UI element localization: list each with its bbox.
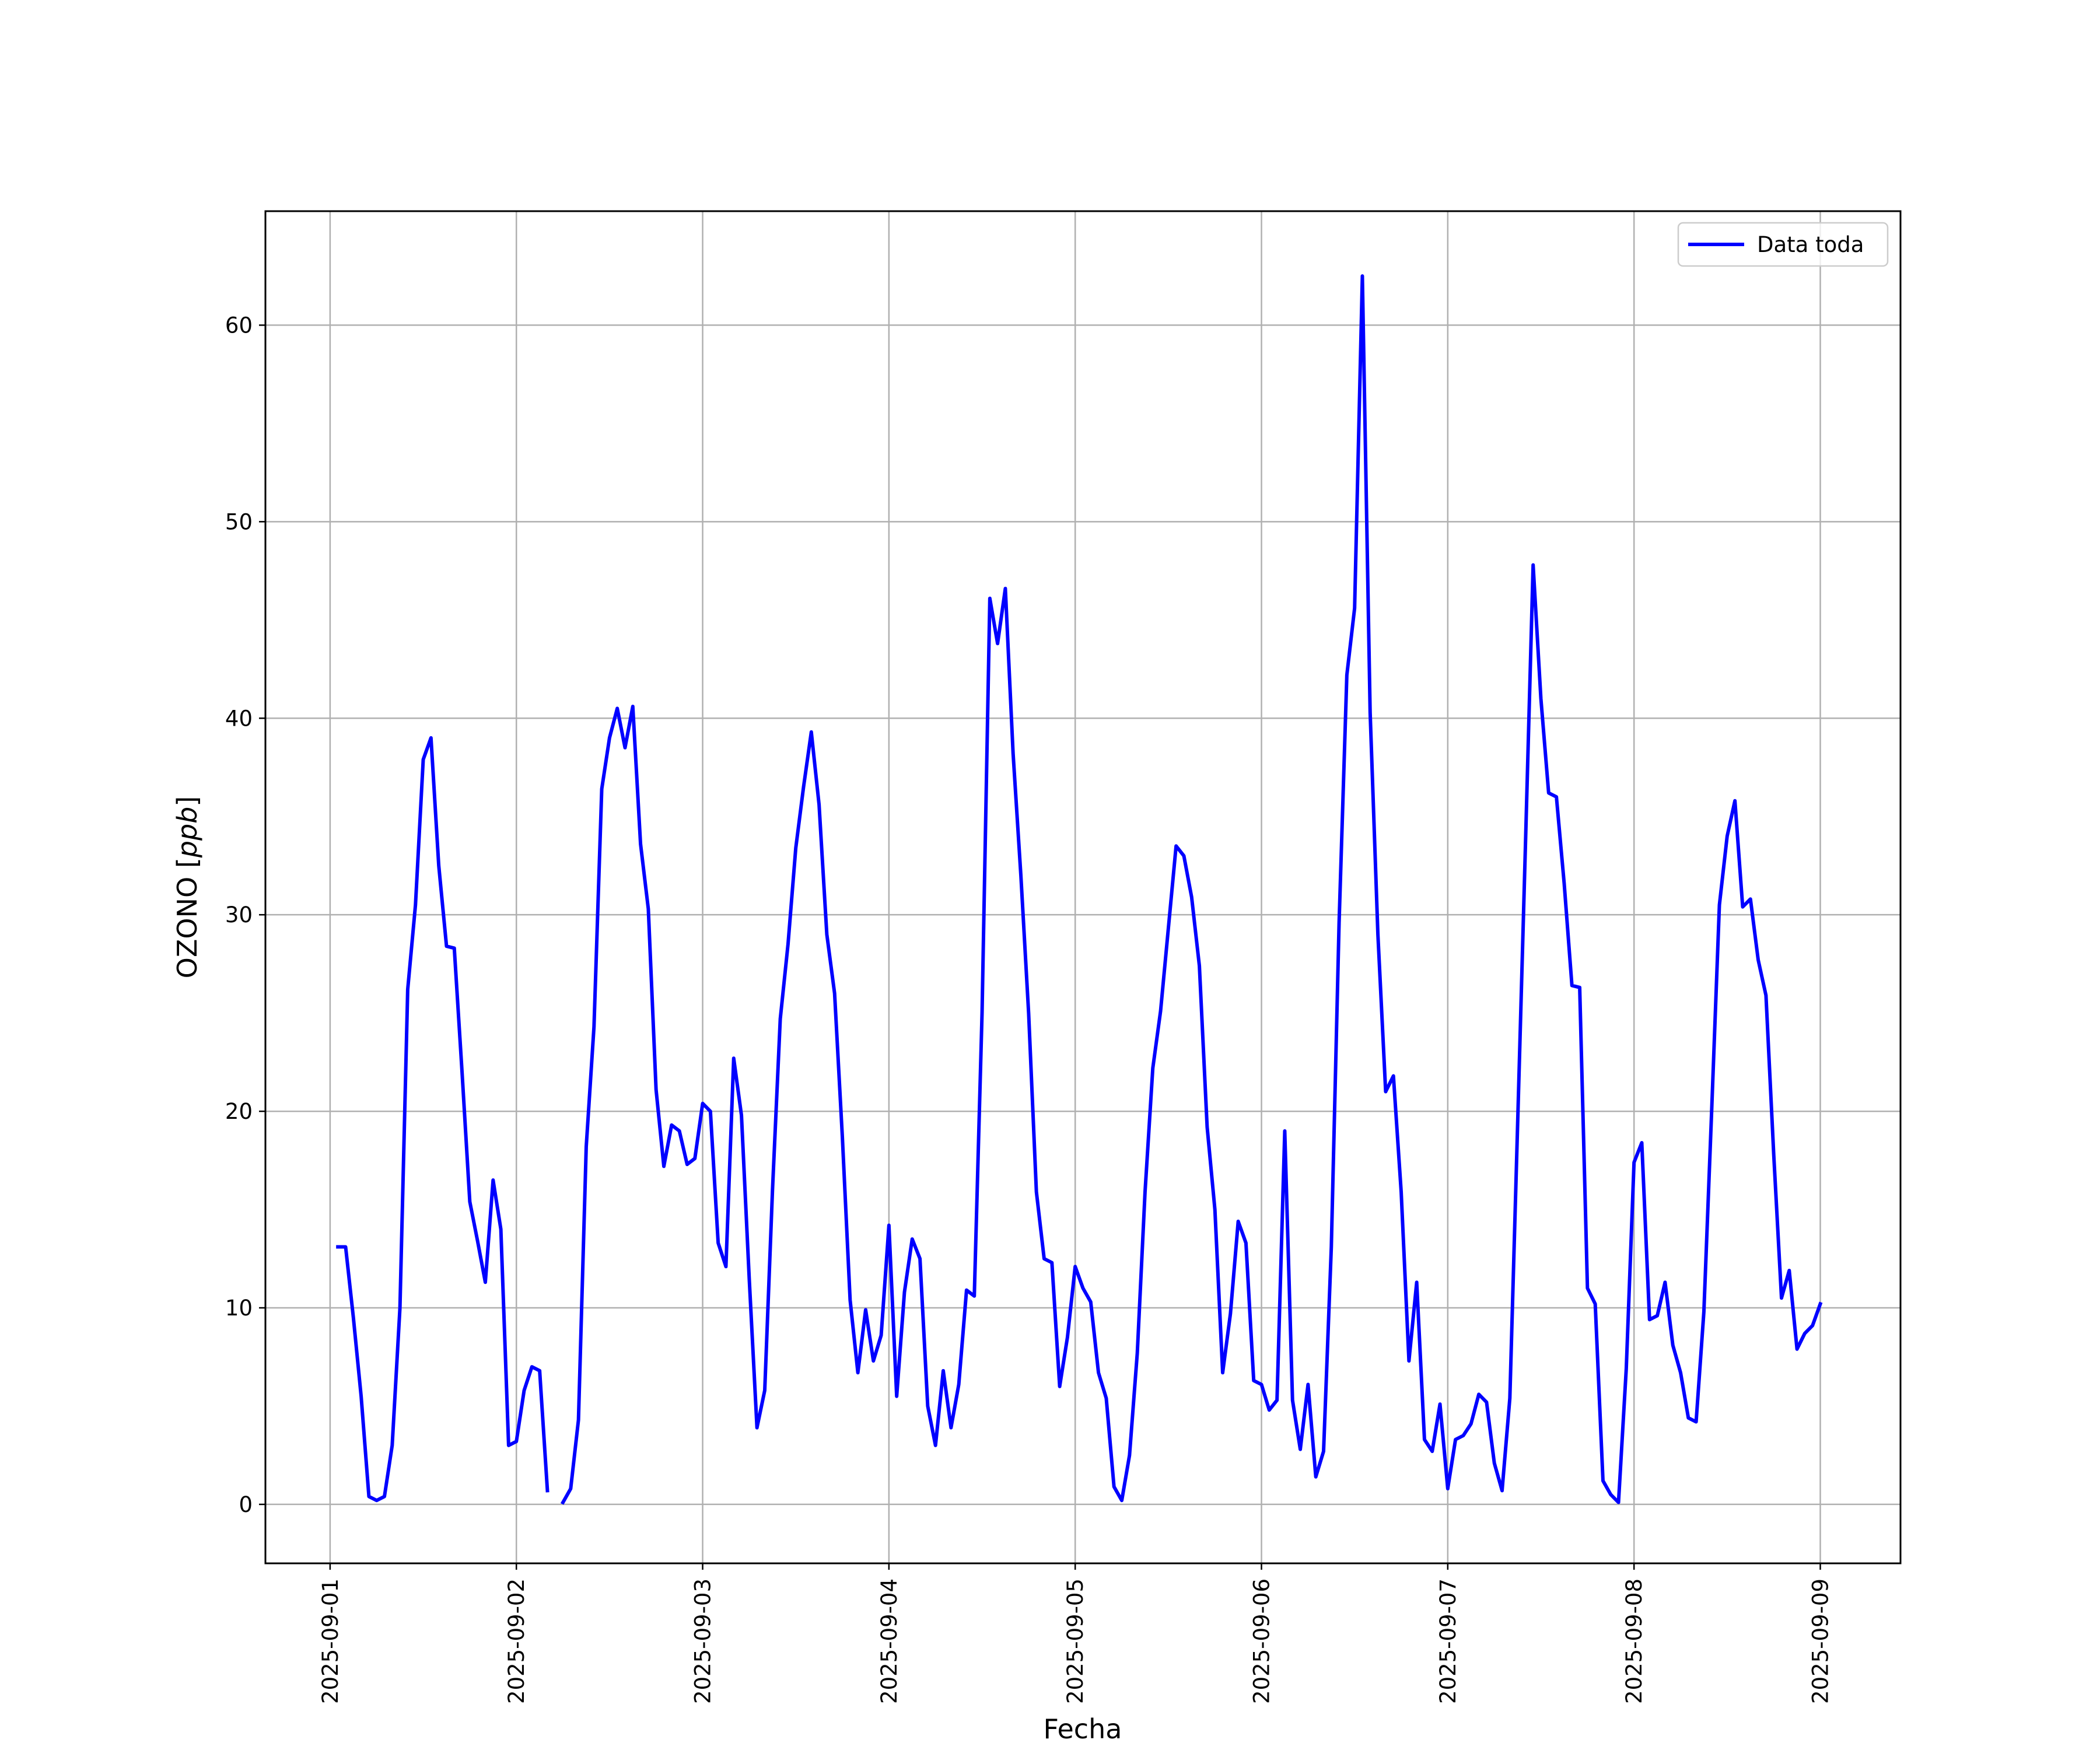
x-tick-label: 2025-09-09 <box>1808 1578 1833 1704</box>
y-tick-label: 30 <box>225 902 253 928</box>
x-tick-label: 2025-09-04 <box>877 1578 902 1704</box>
y-axis-label-suffix: ] <box>172 796 203 807</box>
y-tick-label: 0 <box>239 1492 253 1517</box>
x-tick-label: 2025-09-05 <box>1063 1578 1088 1704</box>
legend: Data toda <box>1677 222 1889 267</box>
y-axis-label: OZONO [ppb] <box>172 796 203 979</box>
legend-label: Data toda <box>1757 232 1864 257</box>
y-axis-label-prefix: OZONO [ <box>172 858 203 978</box>
y-tick-label: 20 <box>225 1099 253 1124</box>
plot-frame <box>264 210 1902 1564</box>
y-axis-label-unit: ppb <box>172 807 203 859</box>
ticks: 0 10 20 30 40 50 60 2025-09-01 2025-09-02 2025-09… <box>225 313 1833 1704</box>
y-tick-label: 10 <box>225 1296 253 1321</box>
x-tick-label: 2025-09-07 <box>1436 1578 1461 1704</box>
x-tick-label: 2025-09-01 <box>318 1578 343 1704</box>
x-tick-label: 2025-09-02 <box>504 1578 529 1704</box>
x-axis-label: Fecha <box>1044 1713 1122 1745</box>
y-tick-label: 50 <box>225 509 253 534</box>
x-tick-label: 2025-09-03 <box>691 1578 716 1704</box>
series-layer <box>336 274 1823 1505</box>
y-tick-label: 40 <box>225 706 253 731</box>
y-tick-label: 60 <box>225 313 253 338</box>
legend-box <box>1677 222 1889 267</box>
grid <box>265 211 1901 1563</box>
series-line <box>336 274 1823 1505</box>
x-tick-label: 2025-09-08 <box>1622 1578 1647 1704</box>
x-tick-label: 2025-09-06 <box>1250 1578 1275 1704</box>
